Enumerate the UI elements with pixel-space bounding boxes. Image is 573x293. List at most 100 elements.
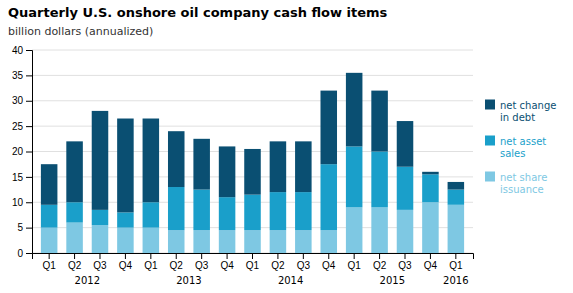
y-tick-label: 15 (12, 172, 24, 183)
annotations: 20122013201420152016 (75, 275, 469, 286)
bar-segment (168, 131, 185, 187)
bar-segment (219, 230, 236, 253)
x-tick-label: Q3 (93, 260, 107, 271)
y-tick-label: 20 (12, 146, 24, 157)
year-label: 2012 (75, 275, 100, 286)
bar-segment (244, 149, 261, 195)
x-tick: Q4 (119, 253, 133, 271)
bar-segment (397, 121, 414, 167)
bar-segment (320, 164, 337, 230)
x-tick-label: Q3 (398, 260, 412, 271)
x-tick-mark (201, 253, 202, 259)
bar-segment (422, 174, 439, 202)
legend-item: net shareissuance (485, 172, 547, 195)
bar-segment (143, 228, 160, 253)
bar-segment (371, 152, 388, 208)
y-tick-mark (26, 101, 32, 102)
bar-segment (41, 228, 58, 253)
x-tick-mark (252, 253, 253, 259)
x-tick-mark (176, 253, 177, 259)
bar-segment (168, 230, 185, 253)
y-tick: 30 (12, 95, 32, 106)
y-tick-label: 0 (17, 248, 23, 259)
x-tick-label: Q4 (322, 260, 336, 271)
bar-segment (66, 202, 83, 222)
year-label: 2014 (278, 275, 303, 286)
x-tick: Q4 (322, 253, 336, 271)
bar-segment (41, 205, 58, 228)
bar-segment (397, 167, 414, 210)
grid (32, 50, 473, 253)
y-tick-mark (26, 126, 32, 127)
x-tick-mark (150, 253, 151, 259)
legend-item: net changein debt (485, 100, 556, 123)
y-tick-mark (26, 50, 32, 51)
x-axis-line (33, 254, 474, 260)
x-tick-label: Q1 (246, 260, 260, 271)
x-tick: Q1 (246, 253, 260, 271)
y-tick-label: 35 (12, 70, 24, 81)
x-tick-mark (328, 253, 329, 259)
bar-segment (117, 119, 134, 213)
x-tick: Q1 (144, 253, 158, 271)
y-tick: 35 (12, 70, 32, 81)
bar-segment (448, 205, 465, 253)
x-tick: Q2 (373, 253, 387, 271)
x-tick: Q4 (220, 253, 234, 271)
x-tick-label: Q3 (195, 260, 209, 271)
bar-segment (92, 225, 109, 253)
y-tick: 5 (17, 222, 32, 233)
grid-line (32, 50, 473, 51)
x-tick-mark (125, 253, 126, 259)
y-tick-mark (26, 75, 32, 76)
x-tick-mark (405, 253, 406, 259)
x-tick-mark (430, 253, 431, 259)
bar-segment (244, 230, 261, 253)
legend-label: net assetsales (500, 136, 546, 159)
bar-segment (270, 141, 287, 192)
series (41, 73, 464, 213)
bar-segment (371, 91, 388, 152)
bar-segment (346, 207, 363, 253)
bar-segment (66, 141, 83, 202)
bar-segment (320, 230, 337, 253)
bar-segment (117, 228, 134, 253)
x-tick: Q2 (170, 253, 184, 271)
bar-segment (143, 202, 160, 227)
bar-segment (66, 223, 83, 253)
y-tick-label: 10 (12, 197, 24, 208)
x-tick: Q3 (93, 253, 107, 271)
y-tick-label: 5 (17, 222, 23, 233)
bar-segment (295, 192, 312, 230)
subtitle: billion dollars (annualized) (8, 25, 153, 38)
y-tick-label: 30 (12, 95, 24, 106)
y-tick: 0 (17, 248, 32, 259)
x-tick-mark (99, 253, 100, 259)
x-tick-mark (303, 253, 304, 259)
y-tick: 40 (12, 45, 32, 56)
x-tick-label: Q2 (373, 260, 387, 271)
x-tick: Q1 (449, 253, 463, 271)
y-tick: 15 (12, 172, 32, 183)
x-tick-mark (379, 253, 380, 259)
x-tick: Q2 (271, 253, 285, 271)
y-tick-label: 40 (12, 45, 24, 56)
bar-segment (448, 190, 465, 205)
bar-segment (320, 91, 337, 165)
bar-segment (219, 146, 236, 197)
y-axis-line (26, 51, 33, 254)
x-tick: Q3 (297, 253, 311, 271)
grid-line (32, 75, 473, 76)
x-tick-label: Q2 (170, 260, 184, 271)
y-tick: 25 (12, 121, 32, 132)
bar-segment (41, 164, 58, 205)
bar-segment (193, 190, 210, 231)
x-tick-label: Q4 (424, 260, 438, 271)
y-tick-mark (26, 202, 32, 203)
y-axis: 0 5 10 15 20 25 30 35 40 (12, 45, 33, 259)
x-tick: Q1 (347, 253, 361, 271)
y-tick-mark (26, 152, 32, 153)
y-tick: 20 (12, 146, 32, 157)
bar-segment (397, 210, 414, 253)
x-tick-label: Q2 (271, 260, 285, 271)
